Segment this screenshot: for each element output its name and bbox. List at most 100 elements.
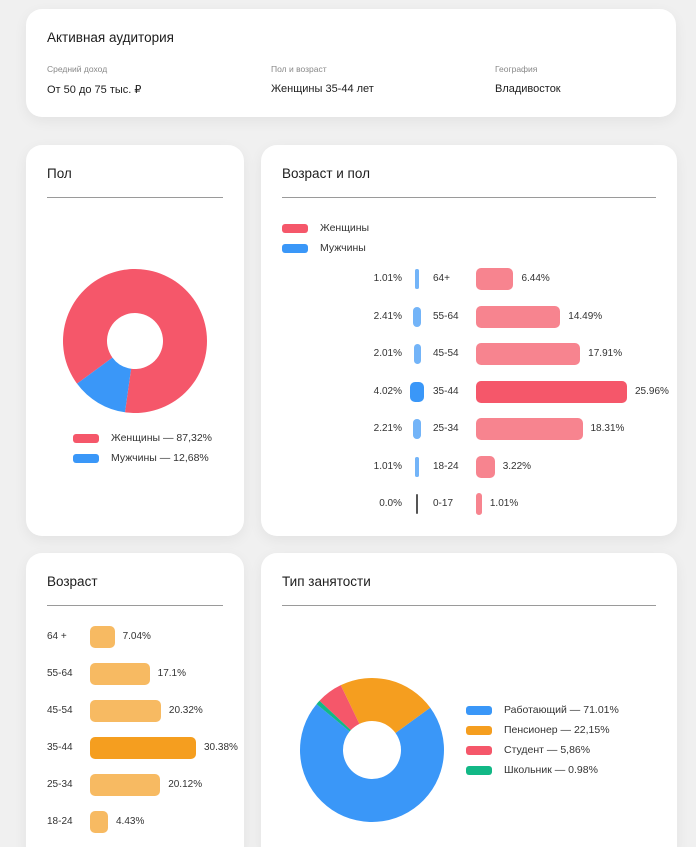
legend-label: Школьник — 0.98%	[504, 764, 598, 776]
male-value-label: 2.01%	[373, 348, 402, 359]
age-gender-card: Возраст и пол Женщины Мужчины 1.01% 64+ 6.…	[261, 145, 677, 536]
age-row: 25-34 20.12%	[26, 774, 244, 796]
summary-value: Женщины 35-44 лет	[271, 83, 374, 95]
female-bar	[476, 493, 482, 515]
female-value-label: 25.96%	[635, 385, 669, 397]
employment-card: Тип занятости Работающий — 71.01% Пенсио…	[261, 553, 677, 847]
legend-label: Работающий — 71.01%	[504, 704, 619, 716]
legend-item-male: Мужчины	[282, 238, 369, 258]
age-row: 35-44 30.38%	[26, 737, 244, 759]
legend-item-female: Женщины	[282, 218, 369, 238]
age-gender-row: 2.21% 25-34 18.31%	[261, 418, 677, 440]
summary-gender-age: Пол и возраст Женщины 35-44 лет	[271, 64, 374, 95]
summary-geography: География Владивосток	[495, 64, 561, 95]
age-value-label: 4.43%	[116, 816, 145, 827]
age-category-label: 18-24	[433, 460, 459, 472]
summary-value: От 50 до 75 тыс. ₽	[47, 84, 142, 96]
legend-swatch-pensioner	[466, 725, 492, 735]
legend-swatch-student	[466, 745, 492, 755]
legend-label: Студент — 5,86%	[504, 744, 591, 756]
legend-item-working: Работающий — 71.01%	[466, 700, 619, 720]
gender-title: Пол	[47, 166, 72, 181]
age-gender-row: 1.01% 64+ 6.44%	[261, 268, 677, 290]
male-bar	[413, 344, 421, 364]
male-bar	[410, 381, 424, 402]
legend-swatch-female	[73, 433, 99, 443]
female-value-label: 17.91%	[588, 348, 623, 359]
male-bar	[416, 494, 418, 514]
summary-income: Средний доход От 50 до 75 тыс. ₽	[47, 64, 141, 96]
female-value-label: 14.49%	[568, 310, 603, 322]
age-value-label: 7.04%	[122, 631, 151, 642]
legend-label: Женщины	[320, 222, 370, 234]
female-bar	[476, 268, 514, 290]
gender-legend: Женщины — 87,32% Мужчины — 12,68%	[73, 428, 212, 468]
employment-title: Тип занятости	[282, 574, 371, 589]
donut-slice-Мужчины	[77, 357, 132, 413]
legend-item-female: Женщины — 87,32%	[73, 428, 212, 448]
age-title: Возраст	[47, 574, 98, 589]
age-category-label: 55-64	[47, 668, 73, 679]
male-bar	[412, 306, 422, 327]
age-gender-row: 0.0% 0-17 1.01%	[261, 493, 677, 515]
age-category-label: 18-24	[47, 816, 73, 827]
male-bar	[413, 419, 421, 439]
female-bar	[476, 305, 561, 328]
divider	[282, 605, 656, 606]
age-category-label: 55-64	[433, 310, 459, 322]
age-value-label: 30.38%	[204, 742, 238, 753]
female-bar	[476, 343, 581, 365]
male-value-label: 2.41%	[373, 310, 402, 322]
employment-donut-chart	[300, 678, 444, 822]
age-row: 18-24 4.43%	[26, 811, 244, 833]
age-gender-row: 4.02% 35-44 25.96%	[261, 380, 677, 403]
donut-slice-Пенсионер	[340, 678, 431, 733]
age-gender-legend: Женщины Мужчины	[282, 218, 369, 258]
gender-donut-chart	[62, 268, 207, 413]
legend-swatch-schoolchild	[466, 765, 492, 775]
age-row: 64 + 7.04%	[26, 626, 244, 648]
summary-value: Владивосток	[495, 83, 561, 95]
legend-swatch-male	[73, 453, 99, 463]
active-audience-title: Активная аудитория	[47, 30, 174, 45]
summary-label: Пол и возраст	[271, 64, 327, 74]
legend-swatch-working	[466, 705, 492, 715]
age-card: Возраст 64 + 7.04% 55-64 17.1% 45-54 20.32% 35…	[26, 553, 244, 847]
age-category-label: 45-54	[47, 705, 73, 716]
age-row: 55-64 17.1%	[26, 663, 244, 685]
legend-swatch-male	[282, 243, 308, 253]
summary-label: Средний доход	[47, 64, 108, 74]
female-value-label: 1.01%	[489, 498, 519, 509]
legend-item-male: Мужчины — 12,68%	[73, 448, 212, 468]
legend-swatch-female	[282, 223, 308, 233]
age-gender-row: 1.01% 18-24 3.22%	[261, 455, 677, 478]
age-category-label: 45-54	[433, 348, 459, 359]
donut-slice-Школьник	[316, 700, 351, 732]
summary-label: География	[495, 64, 538, 74]
female-value-label: 3.22%	[502, 460, 532, 472]
age-category-label: 0-17	[433, 498, 454, 509]
age-bar	[90, 626, 115, 648]
divider	[47, 605, 223, 606]
age-bar	[90, 811, 108, 833]
age-bar	[90, 663, 150, 685]
divider	[47, 197, 223, 198]
female-bar	[476, 380, 627, 403]
active-audience-card: Активная аудитория Средний доход От 50 д…	[26, 9, 676, 117]
age-category-label: 64+	[433, 273, 450, 284]
male-value-label: 1.01%	[373, 273, 402, 284]
age-gender-row: 2.01% 45-54 17.91%	[261, 343, 677, 365]
age-gender-title: Возраст и пол	[282, 166, 370, 181]
age-value-label: 17.1%	[157, 668, 187, 679]
age-bar	[90, 700, 161, 722]
age-value-label: 20.32%	[168, 705, 203, 716]
female-value-label: 6.44%	[521, 273, 550, 284]
donut-slice-Студент	[319, 685, 360, 731]
donut-slice-Женщины	[62, 268, 207, 413]
age-gender-row: 2.41% 55-64 14.49%	[261, 305, 677, 328]
male-value-label: 0.0%	[379, 498, 402, 509]
divider	[282, 197, 656, 198]
male-bar	[415, 269, 419, 289]
male-value-label: 4.02%	[373, 385, 402, 397]
male-value-label: 1.01%	[373, 460, 402, 472]
